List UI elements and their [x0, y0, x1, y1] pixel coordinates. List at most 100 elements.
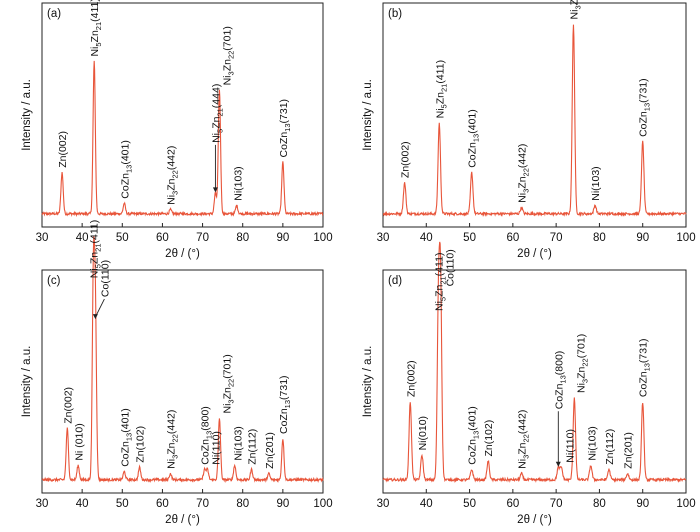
- x-tick-label: 100: [313, 498, 332, 510]
- x-tick-label: 60: [156, 498, 169, 510]
- peak-label: Ni5Zn21(411): [433, 253, 447, 311]
- plot-frame: [382, 2, 687, 228]
- peak-label: Zn(002): [57, 131, 69, 168]
- peak-label: Ni(110): [211, 431, 223, 465]
- xrd-panel: 30 40 50 60 70 80 90 100 2θ / (°) Intensity / a.u…: [362, 241, 696, 526]
- y-axis-label: Intensity / a.u.: [21, 79, 33, 151]
- x-tick-label: 40: [420, 232, 433, 244]
- x-tick-label: 80: [593, 498, 606, 510]
- xrd-pattern-line: [382, 241, 687, 484]
- panel-label: (d): [388, 275, 402, 287]
- x-tick-label: 80: [236, 498, 249, 510]
- peak-label: Ni3Zn22(701): [575, 334, 589, 393]
- peak-label: Ni5Zn21(411): [89, 0, 103, 57]
- x-tick-label: 70: [550, 498, 563, 510]
- xrd-panel: 30 40 50 60 70 80 90 100 2θ / (°) Intensity / a.u…: [21, 220, 333, 526]
- x-tick-label: 60: [156, 232, 169, 244]
- x-axis-label: 2θ / (°): [517, 248, 552, 260]
- y-axis-label: Intensity / a.u.: [362, 79, 374, 151]
- x-axis-label: 2θ / (°): [165, 248, 200, 260]
- peak-label: CoZn13(731): [278, 99, 292, 158]
- peak-label: CoZn13(731): [278, 375, 292, 434]
- x-tick-label: 70: [550, 232, 563, 244]
- x-tick-label: 80: [236, 232, 249, 244]
- peak-label: Co(110): [444, 249, 456, 286]
- x-tick-label: 100: [676, 232, 695, 244]
- peak-label: CoZn13(401): [119, 408, 133, 467]
- peak-arrow-head: [92, 314, 98, 320]
- x-tick-label: 50: [463, 498, 476, 510]
- x-tick-label: 50: [463, 232, 476, 244]
- x-tick-label: 80: [593, 232, 606, 244]
- peak-label: Ni3Zn22(701): [221, 26, 235, 85]
- peak-label: Ni3Zn22(442): [165, 146, 179, 205]
- x-tick-label: 60: [506, 498, 519, 510]
- peak-label: Zn(201): [623, 432, 635, 469]
- peak-arrow-head: [212, 187, 218, 193]
- peak-label: Ni3Zn22(442): [165, 410, 179, 469]
- x-tick-label: 50: [116, 498, 129, 510]
- peak-label: Ni(103): [586, 426, 598, 460]
- peak-label: CoZn13(401): [119, 140, 133, 199]
- peak-label: Ni(103): [590, 166, 602, 200]
- peak-label: Zn(102): [135, 426, 147, 463]
- peak-label: Zn(201): [264, 432, 276, 469]
- peak-label: Ni5Zn21(411): [434, 60, 448, 118]
- x-tick-label: 70: [196, 498, 209, 510]
- x-tick-label: 30: [36, 498, 49, 510]
- peak-label: Ni(103): [232, 166, 244, 200]
- peak-label: CoZn13(731): [638, 339, 652, 398]
- x-tick-label: 90: [276, 232, 289, 244]
- x-tick-label: 40: [76, 232, 89, 244]
- x-tick-label: 70: [196, 232, 209, 244]
- xrd-panel: 30 40 50 60 70 80 90 100 2θ / (°) Intensity / a.u…: [21, 0, 333, 260]
- x-tick-label: 40: [76, 498, 89, 510]
- plot-frame: [382, 269, 687, 494]
- x-axis-label: 2θ / (°): [165, 514, 200, 526]
- peak-label: CoZn13(731): [638, 78, 652, 137]
- x-tick-label: 100: [313, 232, 332, 244]
- peak-label: Ni(110): [564, 429, 576, 463]
- peak-label: Ni3Zn22(442): [517, 144, 531, 203]
- x-tick-label: 40: [420, 498, 433, 510]
- xrd-pattern-line: [41, 235, 324, 484]
- x-tick-label: 90: [636, 498, 649, 510]
- peak-label: CoZn13(800): [200, 406, 214, 465]
- x-tick-label: 30: [377, 232, 390, 244]
- panel-label: (c): [47, 275, 61, 287]
- peak-label: Ni5Zn21(411): [88, 220, 102, 278]
- xrd-pattern-line: [382, 24, 687, 218]
- peak-label: Ni3Zn22(701): [222, 354, 236, 413]
- peak-label: Zn(002): [400, 141, 412, 178]
- peak-label: Ni (010): [73, 423, 85, 460]
- peak-label: Zn(112): [247, 429, 259, 465]
- x-tick-label: 90: [636, 232, 649, 244]
- y-axis-label: Intensity / a.u.: [21, 346, 33, 418]
- peak-label: CoZn13(401): [467, 109, 481, 168]
- x-axis-label: 2θ / (°): [517, 514, 552, 526]
- xrd-pattern-line: [41, 60, 324, 218]
- xrd-panel: 30 40 50 60 70 80 90 100 2θ / (°) Intensity / a.u…: [362, 0, 696, 260]
- panel-label: (b): [388, 8, 402, 20]
- plot-frame: [41, 2, 324, 228]
- x-tick-label: 60: [506, 232, 519, 244]
- peak-label: Zn(002): [62, 387, 74, 424]
- peak-label: CoZn13(800): [553, 351, 567, 410]
- peak-label: Zn(102): [483, 420, 495, 457]
- x-tick-label: 90: [276, 498, 289, 510]
- y-axis-label: Intensity / a.u.: [362, 346, 374, 418]
- peak-arrow-head: [555, 461, 561, 467]
- peak-label: Ni5Zn21(444): [210, 84, 224, 143]
- x-tick-label: 30: [377, 498, 390, 510]
- peak-label: Ni3Zn22(701): [568, 0, 582, 19]
- plot-frame: [41, 269, 324, 494]
- x-tick-label: 30: [36, 232, 49, 244]
- peak-label: Co(110): [99, 260, 111, 297]
- panel-label: (a): [47, 8, 61, 20]
- peak-label: Ni(010): [417, 416, 429, 450]
- x-tick-label: 100: [676, 498, 695, 510]
- x-tick-label: 50: [116, 232, 129, 244]
- peak-label: Ni3Zn22(442): [517, 410, 531, 469]
- peak-label: CoZn13(401): [467, 406, 481, 465]
